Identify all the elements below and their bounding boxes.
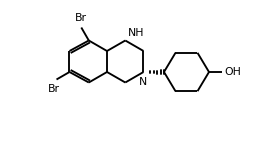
Text: Br: Br [47,85,59,95]
Text: OH: OH [223,67,240,77]
Text: Br: Br [75,13,87,22]
Text: N: N [139,77,147,87]
Text: NH: NH [128,28,144,37]
